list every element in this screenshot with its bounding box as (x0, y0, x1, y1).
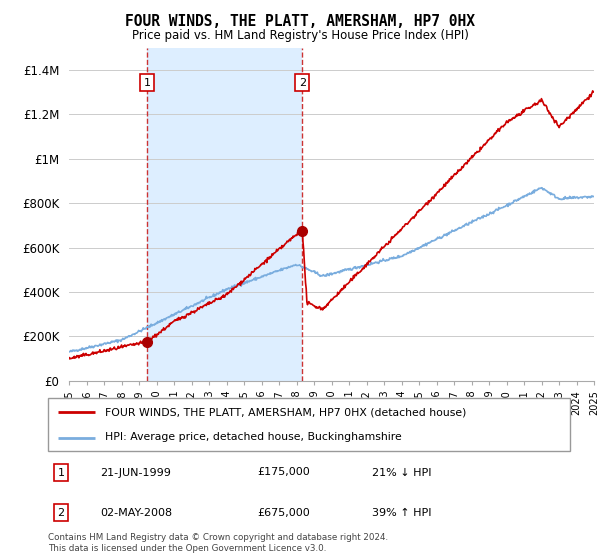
Text: 02-MAY-2008: 02-MAY-2008 (100, 507, 172, 517)
Text: HPI: Average price, detached house, Buckinghamshire: HPI: Average price, detached house, Buck… (106, 432, 402, 442)
Text: 2: 2 (299, 78, 306, 87)
Text: £675,000: £675,000 (257, 507, 310, 517)
Text: 21% ↓ HPI: 21% ↓ HPI (371, 468, 431, 478)
Text: 21-JUN-1999: 21-JUN-1999 (100, 468, 171, 478)
Text: 1: 1 (58, 468, 65, 478)
Text: 2: 2 (58, 507, 65, 517)
Text: Price paid vs. HM Land Registry's House Price Index (HPI): Price paid vs. HM Land Registry's House … (131, 29, 469, 42)
FancyBboxPatch shape (48, 398, 570, 451)
Text: Contains HM Land Registry data © Crown copyright and database right 2024.
This d: Contains HM Land Registry data © Crown c… (48, 533, 388, 553)
Text: £175,000: £175,000 (257, 468, 310, 478)
Text: 39% ↑ HPI: 39% ↑ HPI (371, 507, 431, 517)
Text: 1: 1 (144, 78, 151, 87)
Bar (147, 48, 302, 381)
Text: FOUR WINDS, THE PLATT, AMERSHAM, HP7 0HX: FOUR WINDS, THE PLATT, AMERSHAM, HP7 0HX (125, 14, 475, 29)
Text: FOUR WINDS, THE PLATT, AMERSHAM, HP7 0HX (detached house): FOUR WINDS, THE PLATT, AMERSHAM, HP7 0HX… (106, 408, 467, 418)
